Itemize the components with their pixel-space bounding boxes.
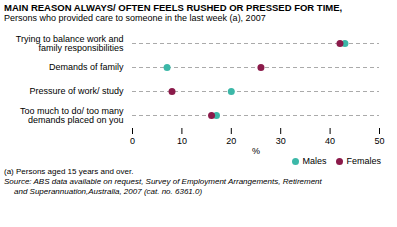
svg-text:40: 40 <box>325 136 335 146</box>
svg-text:20: 20 <box>226 136 236 146</box>
html-text:(a) Persons aged 15 years and: (a) Persons aged 15 years and over. <box>4 167 134 176</box>
html-text:Persons who provided care to s: Persons who provided care to someone in … <box>4 13 266 23</box>
svg-text:10: 10 <box>177 136 187 146</box>
html-text:Males: Males <box>302 156 327 166</box>
svg-text:%: % <box>252 146 260 156</box>
svg-text:50: 50 <box>374 136 384 146</box>
html-text:MAIN REASON ALWAYS/ OFTEN FEEL: MAIN REASON ALWAYS/ OFTEN FEELS RUSHED O… <box>4 2 343 13</box>
html-text:Source: ABS data available on: Source: ABS data available on request, S… <box>4 177 322 186</box>
svg-text:Trying to balance work andfami: Trying to balance work andfamily respons… <box>16 34 124 53</box>
svg-text:Too much to do/ too manydemand: Too much to do/ too manydemands placed o… <box>20 106 124 125</box>
html-text:Females: Females <box>346 156 381 166</box>
html-text:and Superannuation,Australia,: and Superannuation,Australia, 2007 (cat.… <box>14 187 203 196</box>
svg-text:30: 30 <box>276 136 286 146</box>
svg-text:Pressure of work/ study: Pressure of work/ study <box>29 86 124 96</box>
svg-text:Demands of family: Demands of family <box>49 62 124 72</box>
svg-text:0: 0 <box>130 136 135 146</box>
